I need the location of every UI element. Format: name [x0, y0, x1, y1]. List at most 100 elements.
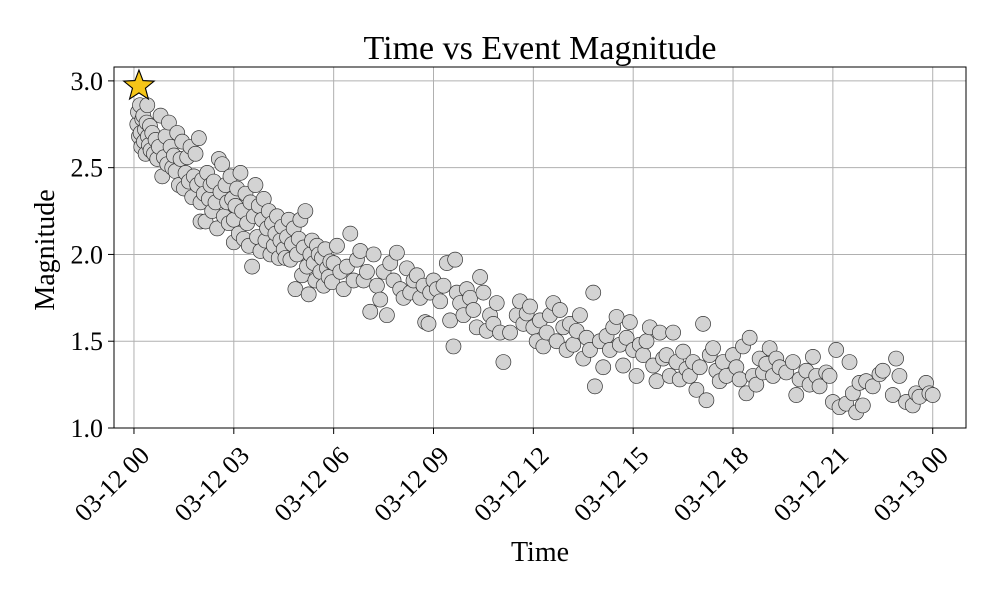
data-point	[445, 338, 462, 355]
x-tick-label: 03-12 00	[69, 441, 155, 527]
data-point	[442, 312, 458, 329]
data-point	[552, 302, 568, 318]
data-point	[297, 203, 314, 219]
x-tick-label: 03-12 18	[668, 441, 754, 527]
data-point	[821, 368, 838, 384]
data-point	[232, 165, 249, 181]
data-point	[472, 269, 488, 285]
mainshock-marker	[122, 68, 156, 101]
x-tick-label: 03-12 06	[269, 441, 355, 527]
data-point	[811, 378, 828, 395]
data-point	[688, 381, 705, 398]
data-point	[247, 177, 264, 193]
data-point	[618, 329, 635, 346]
data-point	[365, 246, 382, 263]
y-tick-label: 3.0	[71, 67, 104, 96]
data-point	[389, 244, 405, 261]
data-point	[788, 387, 805, 403]
data-point	[548, 333, 565, 350]
data-point	[864, 378, 881, 395]
x-tick-label: 03-12 21	[768, 441, 854, 527]
data-point	[244, 258, 260, 275]
data-point	[805, 348, 821, 365]
data-point	[342, 225, 359, 242]
data-point	[638, 333, 655, 350]
data-point	[608, 309, 625, 325]
x-tick-label: 03-12 15	[568, 441, 654, 527]
data-point	[187, 145, 204, 162]
data-point	[572, 307, 588, 324]
data-point	[214, 156, 231, 173]
chart-title: Time vs Event Magnitude	[364, 30, 717, 67]
data-point	[535, 338, 552, 355]
data-point	[891, 368, 908, 384]
data-point	[359, 263, 375, 280]
data-point	[698, 392, 715, 409]
data-point	[651, 324, 668, 341]
data-point	[924, 387, 941, 403]
data-point	[582, 342, 598, 358]
data-point	[565, 336, 582, 353]
data-point	[888, 350, 904, 367]
data-point	[705, 340, 721, 357]
data-point	[495, 354, 512, 370]
data-points	[129, 97, 941, 421]
x-tick-label: 03-12 03	[169, 441, 255, 527]
data-point	[884, 387, 901, 403]
data-point	[369, 277, 385, 294]
data-point	[362, 303, 379, 320]
data-point	[841, 354, 858, 370]
y-tick-label: 1.5	[71, 327, 104, 356]
x-axis-ticks: 03-12 00 03-12 03 03-12 06 03-12 09 03-12 12…	[69, 428, 954, 527]
x-axis-label: Time	[511, 537, 569, 568]
data-point	[695, 316, 711, 332]
data-point	[675, 343, 691, 360]
data-point	[628, 368, 645, 384]
data-point	[287, 281, 304, 298]
data-point	[475, 284, 492, 301]
y-tick-label: 2.0	[71, 240, 104, 269]
data-point	[432, 293, 449, 310]
data-point	[335, 281, 352, 298]
data-point	[874, 362, 891, 379]
y-axis-label: Magnitude	[30, 189, 61, 310]
data-point	[585, 284, 602, 301]
data-point	[748, 376, 765, 393]
data-point	[488, 295, 505, 311]
data-point	[420, 316, 437, 332]
data-point	[691, 359, 708, 376]
data-point	[738, 385, 755, 402]
data-point	[435, 277, 452, 294]
data-point	[324, 274, 340, 291]
data-point	[465, 302, 482, 318]
data-point	[447, 251, 463, 268]
x-tick-label: 03-12 09	[368, 441, 454, 527]
plot-frame	[113, 66, 967, 429]
mainshock-star	[122, 68, 156, 101]
data-point	[352, 243, 369, 259]
y-axis-ticks: 1.0 1.5 2.0 2.5 3.0	[71, 67, 114, 443]
data-point	[379, 307, 395, 324]
data-point	[191, 130, 207, 147]
data-point	[329, 237, 345, 254]
data-point	[828, 342, 845, 358]
data-point	[502, 324, 518, 341]
data-point	[538, 324, 555, 341]
x-tick-label: 03-13 00	[868, 441, 954, 527]
data-point	[587, 378, 603, 395]
data-point	[785, 354, 801, 370]
data-point	[161, 114, 177, 131]
data-point	[372, 291, 389, 308]
data-point	[731, 371, 748, 388]
data-point	[300, 286, 317, 303]
data-point	[665, 324, 681, 341]
data-point	[139, 97, 156, 114]
data-point	[522, 298, 538, 315]
y-tick-label: 2.5	[71, 154, 104, 183]
data-point	[741, 329, 758, 346]
data-point	[595, 359, 612, 376]
x-tick-label: 03-12 12	[468, 441, 554, 527]
data-point	[648, 373, 665, 389]
data-point	[854, 397, 871, 414]
